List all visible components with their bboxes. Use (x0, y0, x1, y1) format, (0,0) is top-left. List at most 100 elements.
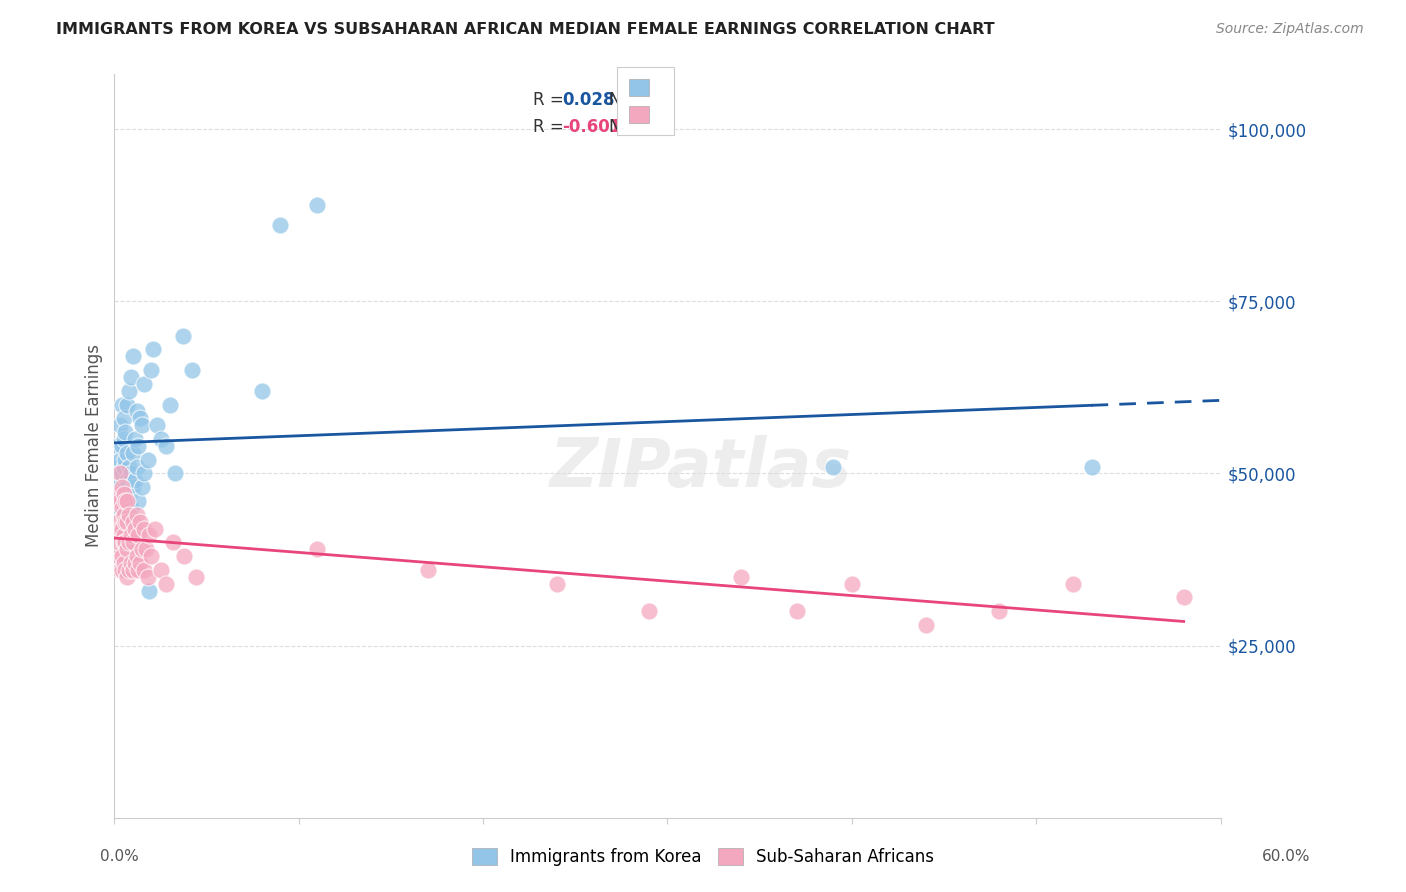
Y-axis label: Median Female Earnings: Median Female Earnings (86, 344, 103, 548)
Point (111, 480, 134, 494)
Point (132, 522, 155, 536)
Point (121, 480, 143, 494)
Point (180, 363, 202, 377)
Point (117, 398, 139, 412)
Point (117, 494, 139, 508)
Point (112, 528, 135, 542)
Point (125, 459, 148, 474)
Point (132, 563, 155, 577)
Point (107, 487, 129, 501)
Point (111, 487, 134, 501)
Point (117, 446, 139, 460)
Point (149, 563, 172, 577)
Point (111, 522, 134, 536)
Point (127, 494, 149, 508)
Point (173, 549, 195, 563)
Point (132, 376, 155, 391)
Point (143, 522, 166, 536)
Point (136, 452, 159, 467)
Point (121, 563, 143, 577)
Point (269, 219, 291, 233)
Point (1080, 459, 1102, 474)
Point (416, 563, 439, 577)
Point (124, 432, 146, 446)
Text: 60.0%: 60.0% (1263, 849, 1310, 863)
Point (114, 452, 136, 467)
Point (120, 500, 142, 515)
Point (124, 556, 146, 570)
Text: ZIPatlas: ZIPatlas (550, 435, 852, 501)
Text: R =: R = (533, 119, 568, 136)
Point (114, 494, 136, 508)
Point (135, 542, 157, 557)
Legend: , : , (617, 68, 673, 136)
Point (105, 467, 128, 481)
Point (105, 494, 128, 508)
Point (730, 570, 752, 584)
Point (111, 398, 134, 412)
Point (131, 542, 153, 557)
Point (118, 459, 141, 474)
Point (138, 528, 160, 542)
Point (118, 563, 141, 577)
Point (132, 467, 155, 481)
Text: IMMIGRANTS FROM KOREA VS SUBSAHARAN AFRICAN MEDIAN FEMALE EARNINGS CORRELATION C: IMMIGRANTS FROM KOREA VS SUBSAHARAN AFRI… (56, 22, 995, 37)
Text: 59: 59 (633, 91, 655, 109)
Point (114, 425, 136, 439)
Point (107, 549, 129, 563)
Point (112, 487, 135, 501)
Point (149, 432, 172, 446)
Point (112, 459, 135, 474)
Point (117, 474, 139, 488)
Point (131, 480, 153, 494)
Point (108, 500, 131, 515)
Point (111, 500, 134, 515)
Point (165, 467, 187, 481)
Point (131, 418, 153, 433)
Point (1173, 591, 1195, 605)
Point (307, 542, 329, 557)
Point (638, 604, 661, 618)
Point (129, 556, 152, 570)
Point (107, 439, 129, 453)
Point (124, 474, 146, 488)
Point (117, 570, 139, 584)
Point (155, 439, 177, 453)
Point (1062, 576, 1084, 591)
Point (129, 515, 152, 529)
Point (108, 563, 131, 577)
Point (120, 556, 142, 570)
Point (127, 439, 149, 453)
Point (111, 439, 134, 453)
Point (823, 459, 845, 474)
Point (105, 522, 128, 536)
Point (786, 604, 808, 618)
Point (114, 563, 136, 577)
Text: N =: N = (609, 119, 645, 136)
Point (546, 576, 568, 591)
Point (125, 404, 148, 418)
Point (111, 549, 134, 563)
Point (118, 508, 141, 522)
Point (125, 508, 148, 522)
Point (108, 418, 131, 433)
Point (120, 370, 142, 384)
Point (114, 535, 136, 549)
Point (841, 576, 863, 591)
Point (988, 604, 1011, 618)
Point (107, 459, 129, 474)
Point (118, 384, 141, 398)
Point (112, 432, 135, 446)
Point (112, 556, 135, 570)
Point (112, 494, 135, 508)
Point (127, 563, 149, 577)
Point (184, 570, 207, 584)
Point (159, 398, 181, 412)
Point (146, 418, 169, 433)
Text: 68: 68 (633, 119, 655, 136)
Point (117, 542, 139, 557)
Point (108, 467, 131, 481)
Point (138, 583, 160, 598)
Point (127, 528, 149, 542)
Point (121, 535, 143, 549)
